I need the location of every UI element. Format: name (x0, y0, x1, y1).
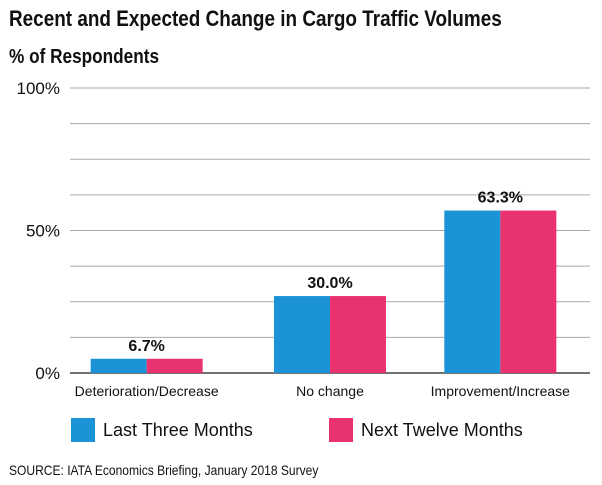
legend-item-last-three-months: Last Three Months (71, 417, 253, 443)
legend-label-next-twelve-months: Next Twelve Months (361, 419, 523, 440)
x-category-label: Deterioration/Decrease (75, 383, 219, 399)
bar-next-twelve-months (500, 210, 557, 373)
legend-item-next-twelve-months: Next Twelve Months (329, 417, 523, 443)
bar-next-twelve-months (146, 358, 203, 373)
legend-swatch-next-twelve-months (329, 418, 353, 442)
bar-last-three-months (444, 210, 501, 373)
data-label: 30.0% (307, 275, 352, 292)
chart-title: Recent and Expected Change in Cargo Traf… (9, 6, 502, 31)
y-tick-label: 100% (17, 79, 60, 98)
x-category-label: No change (296, 383, 364, 399)
legend-swatch-last-three-months (71, 418, 95, 442)
data-label: 6.7% (128, 338, 164, 355)
x-category-label: Improvement/Increase (431, 383, 570, 399)
bar-last-three-months (90, 358, 147, 373)
chart-subtitle: % of Respondents (9, 46, 160, 68)
y-tick-label: 0% (35, 364, 60, 383)
data-label: 63.3% (478, 190, 523, 207)
bar-last-three-months (274, 296, 330, 373)
source-note: SOURCE: IATA Economics Briefing, January… (9, 462, 319, 478)
bar-next-twelve-months (330, 296, 386, 373)
bar-chart: 0% 50% 100% 6.7% Deterioration/Decrease 30.0%… (17, 79, 590, 399)
legend-label-last-three-months: Last Three Months (103, 419, 253, 440)
y-tick-label: 50% (26, 222, 60, 241)
